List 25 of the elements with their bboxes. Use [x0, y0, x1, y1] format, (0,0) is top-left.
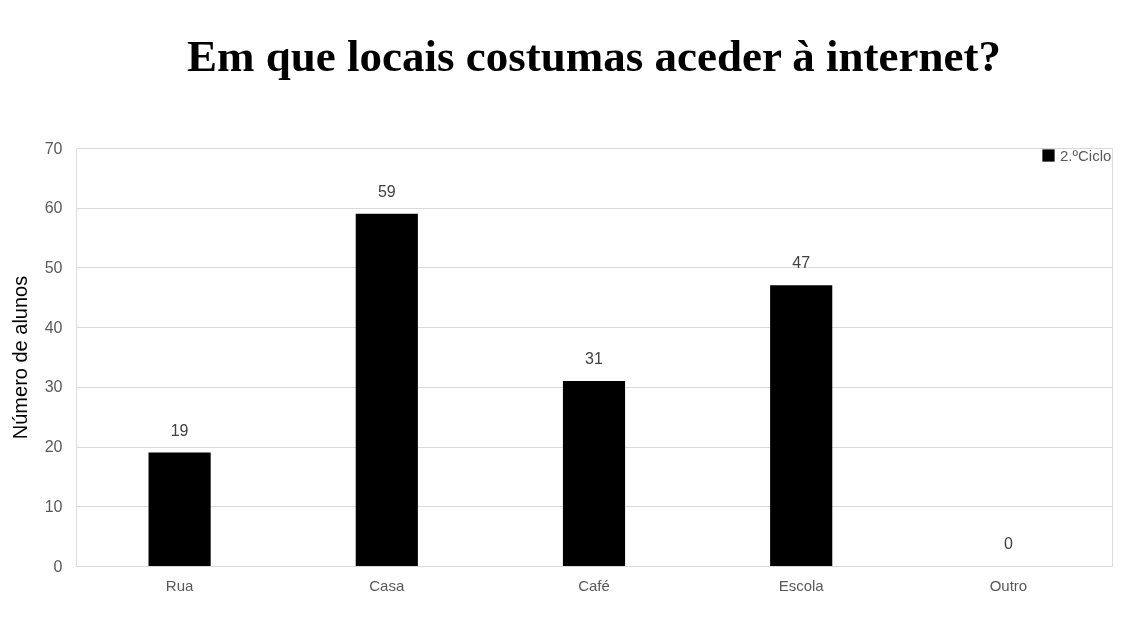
- y-tick-label: 70: [44, 139, 63, 157]
- x-tick-label: Rua: [165, 576, 195, 594]
- y-tick-label: 40: [44, 318, 63, 336]
- data-label: 31: [585, 349, 603, 367]
- data-label: 47: [792, 254, 811, 272]
- y-tick-label: 30: [44, 378, 63, 396]
- y-tick-label: 50: [44, 258, 63, 276]
- bar: [355, 213, 418, 566]
- bar: [148, 452, 211, 566]
- chart-title: Em que locais costumas aceder à internet?: [186, 31, 1002, 81]
- bar: [562, 380, 626, 566]
- y-tick-label: 10: [44, 497, 63, 515]
- x-tick-label: Escola: [778, 576, 825, 594]
- data-label: 59: [377, 182, 396, 200]
- y-tick-label: 60: [44, 199, 63, 217]
- legend-label: 2.ºCiclo: [1060, 146, 1112, 164]
- y-tick-label: 20: [44, 438, 63, 456]
- y-axis-title: Número de alunos: [8, 275, 31, 440]
- y-tick-label: 0: [53, 557, 63, 575]
- x-tick-label: Casa: [369, 576, 405, 594]
- data-label: 0: [1003, 535, 1013, 552]
- x-tick-label: Café: [578, 576, 610, 594]
- data-label: 19: [170, 421, 189, 439]
- x-tick-label: Outro: [989, 576, 1028, 594]
- bar: [770, 285, 833, 566]
